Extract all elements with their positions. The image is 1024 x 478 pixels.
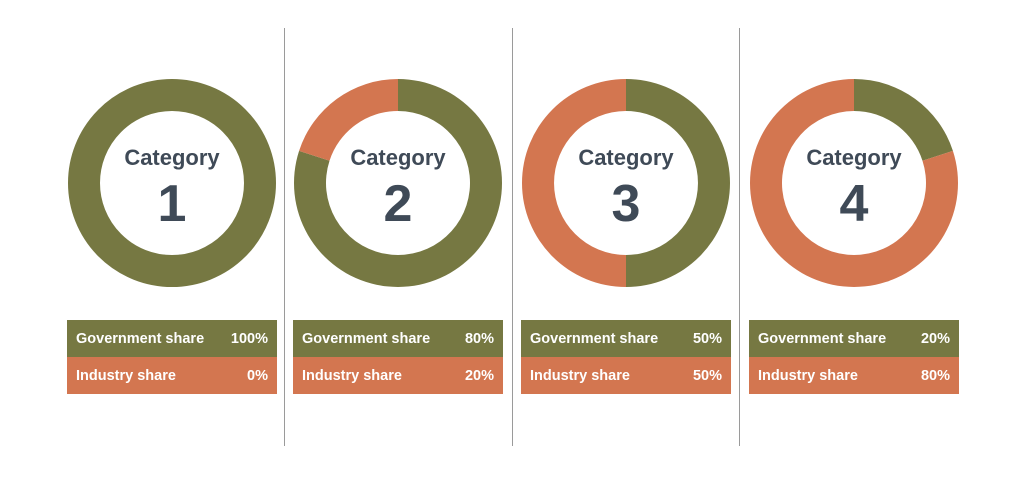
government-share-row: Government share 20% xyxy=(749,320,959,357)
government-share-value: 20% xyxy=(920,330,950,347)
government-share-row: Government share 50% xyxy=(521,320,731,357)
government-share-label: Government share xyxy=(758,330,887,347)
category-number: 3 xyxy=(612,175,641,233)
government-share-slice xyxy=(294,79,502,287)
industry-share-slice xyxy=(299,79,398,161)
industry-share-value: 50% xyxy=(692,367,722,384)
industry-share-slice xyxy=(522,79,626,287)
industry-share-row: Industry share 50% xyxy=(521,357,731,394)
government-share-value: 80% xyxy=(464,330,494,347)
industry-share-label: Industry share xyxy=(530,367,630,384)
donut-chart-2: Category 2 xyxy=(294,79,502,287)
category-label: Category xyxy=(806,145,902,170)
category-label: Category xyxy=(350,145,446,170)
divider-3 xyxy=(739,28,740,446)
government-share-row: Government share 80% xyxy=(293,320,503,357)
divider-2 xyxy=(512,28,513,446)
government-share-slice xyxy=(68,79,276,287)
industry-share-slice xyxy=(750,79,958,287)
divider-1 xyxy=(284,28,285,446)
donut-chart-4: Category 4 xyxy=(750,79,958,287)
category-panel-3: Category 3 Government share 50% Industry… xyxy=(521,78,731,394)
share-table: Government share 80% Industry share 20% xyxy=(293,320,503,394)
government-share-label: Government share xyxy=(530,330,659,347)
government-share-slice xyxy=(626,79,730,287)
industry-share-value: 20% xyxy=(464,367,494,384)
industry-share-row: Industry share 20% xyxy=(293,357,503,394)
industry-share-label: Industry share xyxy=(76,367,176,384)
industry-share-value: 80% xyxy=(920,367,950,384)
industry-share-value: 0% xyxy=(247,367,268,384)
category-number: 1 xyxy=(158,175,187,233)
government-share-row: Government share 100% xyxy=(67,320,277,357)
industry-share-row: Industry share 0% xyxy=(67,357,277,394)
donut-chart-1: Category 1 xyxy=(68,79,276,287)
share-table: Government share 50% Industry share 50% xyxy=(521,320,731,394)
government-share-value: 100% xyxy=(230,330,268,347)
donut-arcs xyxy=(294,79,502,287)
share-table: Government share 100% Industry share 0% xyxy=(67,320,277,394)
government-share-label: Government share xyxy=(302,330,431,347)
category-panel-2: Category 2 Government share 80% Industry… xyxy=(293,78,503,394)
donut-arcs xyxy=(68,79,276,287)
government-share-value: 50% xyxy=(692,330,722,347)
government-share-slice xyxy=(854,79,953,161)
donut-arcs xyxy=(750,79,958,287)
industry-share-label: Industry share xyxy=(302,367,402,384)
industry-share-row: Industry share 80% xyxy=(749,357,959,394)
donut-chart-3: Category 3 xyxy=(522,79,730,287)
category-label: Category xyxy=(578,145,674,170)
donut-arcs xyxy=(522,79,730,287)
category-panel-1: Category 1 Government share 100% Industr… xyxy=(67,78,277,394)
category-panel-4: Category 4 Government share 20% Industry… xyxy=(749,78,959,394)
government-share-label: Government share xyxy=(76,330,205,347)
industry-share-label: Industry share xyxy=(758,367,858,384)
share-table: Government share 20% Industry share 80% xyxy=(749,320,959,394)
category-number: 2 xyxy=(384,175,413,233)
category-label: Category xyxy=(124,145,220,170)
category-number: 4 xyxy=(840,175,869,233)
